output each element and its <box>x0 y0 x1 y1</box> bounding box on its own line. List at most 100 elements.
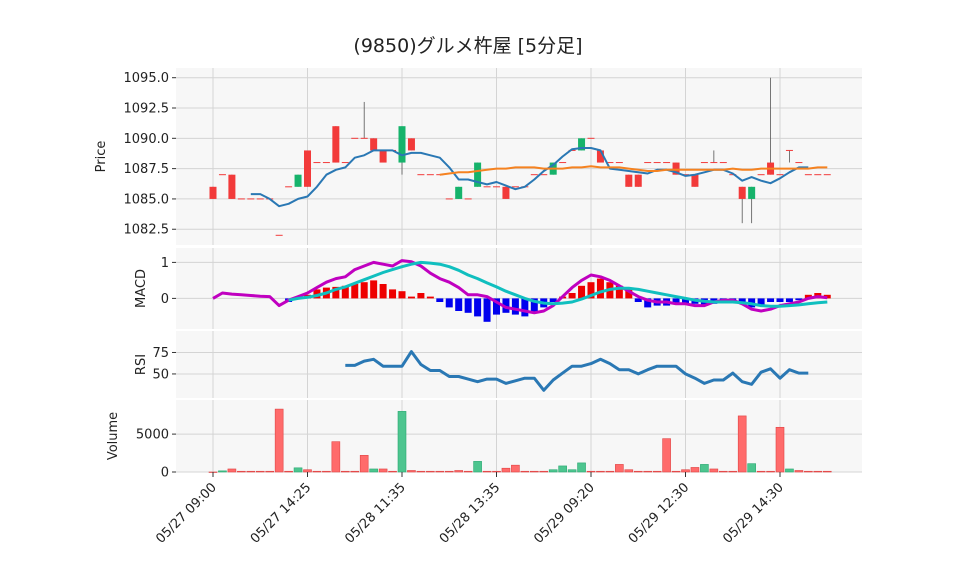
volume-bar-62 <box>794 470 804 473</box>
macd-hist-bar-11 <box>313 289 321 299</box>
volume-bar-10 <box>303 469 312 473</box>
volume-ylabel: Volume <box>106 412 121 460</box>
volume-bar-5 <box>255 470 265 473</box>
volume-bar-3 <box>237 470 246 473</box>
volume-bar-43 <box>615 464 624 473</box>
macd-ytick-label-0: 0 <box>161 292 169 307</box>
volume-bar-20 <box>397 411 407 473</box>
volume-bar-35 <box>539 470 549 473</box>
volume-bar-15 <box>350 470 360 473</box>
macd-hist-bar-33 <box>521 298 529 317</box>
volume-bar-23 <box>426 470 435 473</box>
candle-body-18 <box>379 150 387 163</box>
volume-bar-65 <box>822 470 832 473</box>
volume-bar-6 <box>265 470 275 473</box>
ma-long-line <box>439 165 828 176</box>
volume-bar-51 <box>690 467 700 473</box>
candle-body-31 <box>502 186 510 199</box>
macd-hist-bar-19 <box>389 289 397 299</box>
volume-bar-56 <box>737 415 747 473</box>
macd-hist-bar-41 <box>596 278 604 299</box>
candle-body-10 <box>304 150 311 187</box>
macd-hist-bar-61 <box>785 298 793 302</box>
xtick-label-4: 05/29 09:20 <box>531 480 598 547</box>
volume-bar-48 <box>662 438 671 473</box>
volume-bar-47 <box>652 470 662 473</box>
macd-ytick-label-1: 1 <box>161 256 169 271</box>
macd-hist-bar-30 <box>493 298 500 315</box>
macd-hist-bar-18 <box>379 284 387 299</box>
candle-body-39 <box>578 138 586 151</box>
signal-line <box>288 260 828 308</box>
macd-hist-bar-20 <box>398 291 406 299</box>
volume-bar-7 <box>274 408 284 473</box>
volume-bar-11 <box>312 470 322 473</box>
candle-body-20 <box>398 126 406 163</box>
macd-hist-bar-62 <box>795 298 803 301</box>
volume-bar-25 <box>444 470 454 473</box>
macd-hist-bar-63 <box>804 294 812 299</box>
macd-hist-bar-27 <box>464 298 472 313</box>
macd-panel: 0 1 MACD <box>134 248 862 329</box>
xtick-label-0: 05/27 09:00 <box>153 480 220 547</box>
macd-hist-bar-31 <box>502 298 510 313</box>
macd-hist-bar-38 <box>568 293 576 299</box>
volume-panel: 0 5000 Volume <box>106 400 862 481</box>
macd-ylabel: MACD <box>134 269 149 308</box>
volume-bar-40 <box>586 470 596 473</box>
volume-bar-44 <box>624 469 634 473</box>
macd-hist-bar-28 <box>474 298 482 317</box>
macd-hist-bar-26 <box>455 298 463 311</box>
volume-bar-63 <box>804 470 813 473</box>
volume-bar-30 <box>492 470 501 473</box>
candle-body-13 <box>332 126 340 163</box>
volume-bar-45 <box>633 470 643 473</box>
macd-plot-area <box>176 248 862 329</box>
price-ytick-label-1: 1085.0 <box>124 192 170 207</box>
volume-bar-57 <box>747 463 756 473</box>
macd-hist-bar-44 <box>625 289 633 299</box>
macd-hist-bar-40 <box>587 282 595 299</box>
macd-hist-bar-24 <box>436 298 444 302</box>
price-ytick-label-4: 1092.5 <box>124 102 170 117</box>
macd-hist-bar-46 <box>644 298 652 308</box>
volume-bar-49 <box>671 470 681 473</box>
candle-body-9 <box>294 174 302 187</box>
volume-bar-42 <box>605 470 615 473</box>
macd-hist-bar-22 <box>417 293 425 299</box>
volume-bar-33 <box>520 470 530 473</box>
macd-line <box>212 259 828 315</box>
price-ytick-label-0: 1082.5 <box>124 223 170 238</box>
macd-hist-bar-15 <box>351 284 359 299</box>
rsi-line <box>345 350 809 392</box>
volume-bar-46 <box>643 470 653 473</box>
price-panel: 1082.5 1085.0 1087.5 1090.0 1092.5 1095.0 Pric… <box>94 68 862 245</box>
macd-hist-bar-29 <box>483 298 491 322</box>
volume-bar-52 <box>700 464 709 473</box>
xtick-label-6: 05/29 14:30 <box>720 480 787 547</box>
candle-body-44 <box>625 174 633 187</box>
macd-hist-bar-17 <box>370 280 378 299</box>
volume-bar-28 <box>473 461 482 473</box>
volume-bar-22 <box>416 470 426 473</box>
volume-bar-31 <box>501 467 511 473</box>
volume-bar-64 <box>813 470 823 473</box>
volume-bar-8 <box>284 470 293 473</box>
macd-hist-bar-14 <box>341 285 349 299</box>
volume-bar-37 <box>558 465 567 473</box>
macd-hist-bar-58 <box>757 298 765 306</box>
volume-bar-55 <box>728 470 738 473</box>
x-axis: 05/27 09:00 05/27 14:25 05/28 11:35 05/28 1… <box>153 472 787 547</box>
volume-bar-16 <box>359 455 369 473</box>
macd-hist-bar-39 <box>578 285 586 299</box>
volume-bar-24 <box>435 470 445 473</box>
volume-bar-53 <box>709 468 719 473</box>
volume-bar-60 <box>775 426 785 473</box>
volume-bar-1 <box>218 470 227 473</box>
volume-bar-59 <box>766 470 775 473</box>
macd-hist-bar-32 <box>511 298 519 315</box>
price-ytick-label-3: 1090.0 <box>124 132 170 147</box>
